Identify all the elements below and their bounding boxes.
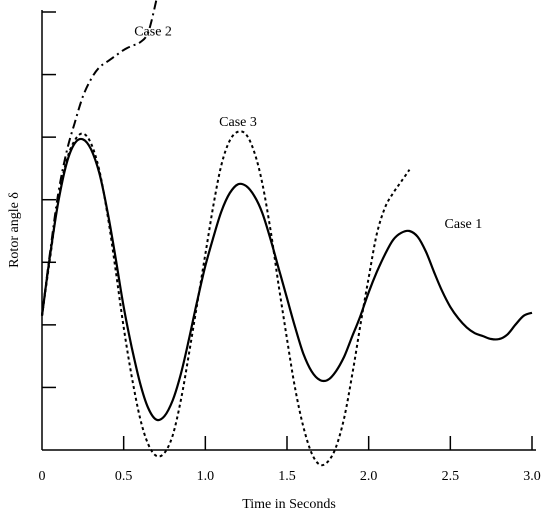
series-labels: Case 1 Case 2 Case 3 (134, 24, 482, 232)
label-case-2: Case 2 (134, 24, 172, 39)
x-tick-label: 3.0 (523, 469, 541, 484)
x-tick-label: 0.5 (115, 469, 133, 484)
x-tick-label: 1.0 (197, 469, 215, 484)
x-axis-title: Time in Seconds (242, 497, 336, 512)
y-axis-ticks (42, 11, 56, 389)
y-axis-title: Rotor angle δ (7, 192, 22, 268)
x-tick-label: 2.5 (442, 469, 460, 484)
series-layer (40, 0, 533, 467)
series-line-case-2 (41, 0, 158, 316)
x-axis-tick-labels: 0 0.5 1.0 1.5 2.0 2.5 3.0 (39, 469, 541, 484)
label-case-1: Case 1 (445, 217, 483, 232)
x-axis-ticks (122, 436, 533, 450)
x-tick-label: 0 (39, 469, 46, 484)
series-line-case-3 (41, 130, 411, 467)
series-line-case-1 (40, 137, 533, 422)
x-tick-label: 1.5 (278, 469, 296, 484)
x-tick-label: 2.0 (360, 469, 378, 484)
label-case-3: Case 3 (219, 115, 257, 130)
